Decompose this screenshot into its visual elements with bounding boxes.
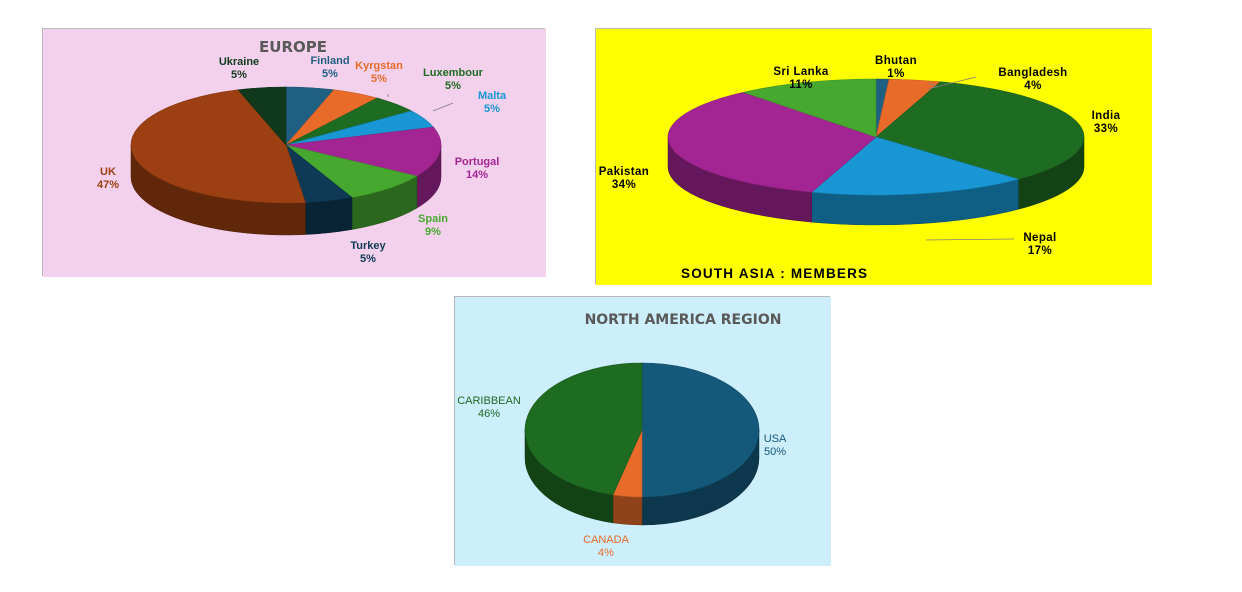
europe-label-luxembour: Luxembour 5% [423,67,484,92]
na-title: NORTH AMERICA REGION [585,312,782,328]
southasia-slice-sri-lanka [742,78,877,138]
south-asia-chart-panel: SOUTH ASIA : MEMBERS Bhutan 1% Bangladesh 4%… [595,28,1152,285]
europe-label-turkey: Turkey 5% [350,240,386,265]
na-label-caribbean: CARIBBEAN 46% [457,395,521,420]
na-percent-canada: 4% [598,547,614,559]
europe-side-turkey [305,197,353,235]
na-label-canada: CANADA 4% [583,534,630,559]
europe-label-ukraine: Ukraine 5% [219,56,259,81]
na-label-usa: USA 50% [764,433,787,458]
southasia-slice-nepal [810,136,1020,196]
europe-percent-turkey: 5% [360,253,376,265]
southasia-percent-india: 33% [1094,123,1118,135]
southasia-percent-bhutan: 1% [887,68,904,80]
southasia-percent-nepal: 17% [1028,245,1052,257]
europe-percent-portugal: 14% [466,169,488,181]
europe-label-kyrgstan: Kyrgstan 5% [355,60,403,85]
europe-percent-kyrgstan: 5% [371,73,387,85]
southasia-slice-pakistan [667,91,877,193]
na-percent-usa: 50% [764,446,786,458]
southasia-slice-india [875,81,1085,180]
europe-percent-spain: 9% [425,226,441,238]
europe-leader-line [432,102,454,112]
europe-label-portugal: Portugal 14% [455,156,500,181]
europe-slice-ukraine [237,86,287,146]
europe-chart-panel: EUROPE Finland 5% Kyrgstan 5% Luxembour 5% Malt… [42,28,546,277]
na-slice-usa [641,362,760,498]
na-side-canada [612,494,643,526]
europe-percent-luxembour: 5% [445,80,461,92]
southasia-percent-sri-lanka: 11% [789,79,813,91]
southasia-label-nepal: Nepal 17% [1023,232,1056,257]
na-percent-caribbean: 46% [478,408,500,420]
europe-label-finland: Finland 5% [310,55,349,80]
southasia-leader-line [927,76,977,90]
europe-label-malta: Malta 5% [478,90,507,115]
europe-title: EUROPE [259,38,327,56]
southasia-percent-bangladesh: 4% [1024,80,1041,92]
europe-label-spain: Spain 9% [418,213,448,238]
southasia-label-bangladesh: Bangladesh 4% [998,67,1067,92]
north-america-chart-panel: NORTH AMERICA REGION USA 50% CANADA 4% CARIBB… [454,296,831,566]
southasia-label-india: India 33% [1092,110,1121,135]
south-asia-pie-chart: SOUTH ASIA : MEMBERS Bhutan 1% Bangladesh 4%… [596,29,1152,285]
southasia-title: SOUTH ASIA : MEMBERS [681,266,868,281]
europe-percent-finland: 5% [322,68,338,80]
europe-slice-uk [130,89,306,204]
europe-slice-spain [285,144,418,198]
southasia-percent-pakistan: 34% [612,179,636,191]
europe-percent-uk: 47% [97,179,119,191]
europe-slice-portugal [285,126,442,177]
southasia-label-pakistan: Pakistan 34% [599,166,650,191]
southasia-label-bhutan: Bhutan 1% [875,55,917,80]
europe-percent-malta: 5% [484,103,500,115]
europe-label-uk: UK 47% [97,166,119,191]
europe-percent-ukraine: 5% [231,69,247,81]
north-america-pie-chart: NORTH AMERICA REGION USA 50% CANADA 4% CARIBB… [455,297,831,566]
southasia-leader-line [925,238,1015,241]
na-slice-caribbean [524,362,643,496]
southasia-label-sri-lanka: Sri Lanka 11% [773,66,829,91]
southasia-leader-line [927,82,939,88]
